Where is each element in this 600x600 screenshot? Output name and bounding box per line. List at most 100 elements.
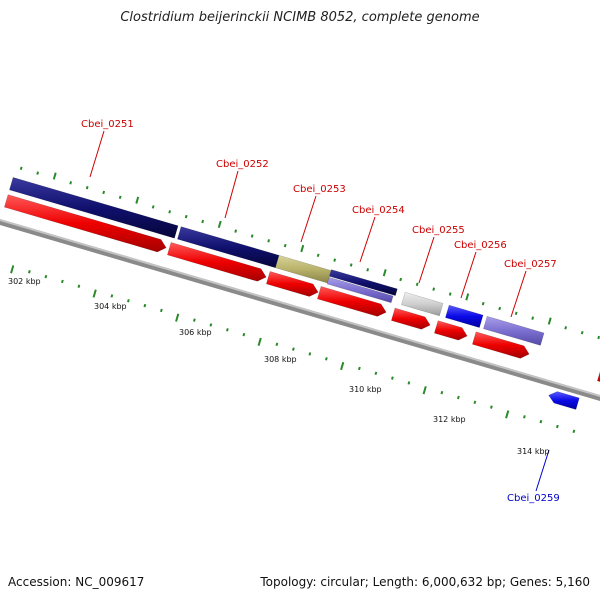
gene-label-cbei-0255[interactable]: Cbei_0255	[412, 225, 465, 236]
leader-cbei-0251	[89, 130, 105, 178]
outer-tick	[19, 166, 23, 171]
inner-tick	[358, 366, 361, 371]
scale-label-302: 302 kbp	[8, 277, 41, 286]
inner-tick	[160, 308, 163, 313]
inner-tick	[539, 419, 543, 424]
leader-cbei-0254	[359, 216, 376, 263]
outer-tick	[547, 317, 552, 325]
outer-tick	[481, 301, 485, 306]
outer-tick	[333, 258, 337, 262]
leader-cbei-0256	[460, 251, 477, 299]
inner-tick	[10, 265, 15, 274]
outer-tick	[184, 214, 188, 219]
gene-label-cbei-0252[interactable]: Cbei_0252	[216, 159, 269, 170]
scale-label-308: 308 kbp	[264, 355, 297, 364]
outer-tick	[52, 172, 57, 180]
gene-label-cbei-0254[interactable]: Cbei_0254	[352, 205, 405, 216]
inner-tick	[275, 342, 279, 347]
inner-tick	[457, 395, 460, 400]
outer-tick	[531, 316, 535, 320]
inner-tick	[143, 303, 147, 308]
outer-tick	[382, 269, 387, 277]
inner-tick	[77, 284, 81, 288]
outer-tick	[465, 293, 470, 301]
cds-arrow-8[interactable]	[597, 368, 600, 383]
inner-tick	[61, 279, 64, 284]
gene-cbei-0251[interactable]	[9, 177, 179, 239]
outer-tick	[135, 196, 140, 204]
leader-cbei-0252	[224, 170, 239, 219]
outer-tick	[366, 268, 370, 272]
inner-tick	[28, 270, 31, 274]
gene-cbei-0254b[interactable]	[326, 276, 394, 304]
gene-label-cbei-0259[interactable]: Cbei_0259	[507, 493, 560, 504]
inner-tick	[556, 424, 559, 429]
outer-tick	[432, 287, 436, 291]
inner-tick	[127, 299, 130, 303]
inner-tick	[523, 415, 526, 419]
scale-label-306: 306 kbp	[179, 328, 212, 337]
gene-cbei-0256[interactable]	[445, 304, 484, 328]
inner-tick	[209, 323, 213, 327]
gene-label-cbei-0256[interactable]: Cbei_0256	[454, 240, 507, 251]
outer-tick	[267, 239, 271, 243]
outer-tick	[300, 244, 305, 253]
gene-cbei-0257[interactable]	[483, 315, 545, 346]
outer-tick	[349, 263, 353, 267]
outer-tick	[564, 326, 568, 330]
cds-arrow-5[interactable]	[391, 307, 431, 330]
cds-arrow-2[interactable]	[167, 242, 267, 282]
outer-tick	[316, 253, 320, 258]
outer-tick	[250, 234, 254, 238]
outer-tick	[168, 210, 172, 214]
scale-labels: 302 kbp 304 kbp 306 kbp 308 kbp 310 kbp …	[8, 277, 550, 456]
tick-marks	[10, 166, 600, 434]
inner-tick	[422, 386, 427, 395]
accession-text: Accession: NC_009617	[8, 575, 145, 589]
inner-tick	[257, 337, 262, 346]
inner-tick	[308, 352, 312, 356]
gene-label-cbei-0257[interactable]: Cbei_0257	[504, 259, 557, 270]
outer-tick	[118, 195, 122, 200]
gene-label-cbei-0251[interactable]: Cbei_0251	[81, 119, 134, 130]
inner-tick	[193, 318, 196, 322]
outer-tick	[36, 171, 40, 175]
inner-tick	[340, 361, 345, 371]
inner-tick	[226, 328, 229, 332]
scale-label-310: 310 kbp	[349, 385, 382, 394]
scale-label-314: 314 kbp	[517, 447, 550, 456]
gene-cbei-0255[interactable]	[401, 291, 444, 317]
gene-labels: Cbei_0251 Cbei_0252 Cbei_0253 Cbei_0254 …	[81, 119, 560, 504]
label-leaders	[89, 130, 550, 492]
gene-cbei-0254[interactable]	[329, 269, 398, 296]
inner-tick	[325, 357, 328, 361]
map-title: Clostridium beijerinckii NCIMB 8052, com…	[120, 10, 480, 25]
cds-arrow-1[interactable]	[4, 194, 167, 253]
cds-arrow-4[interactable]	[317, 286, 387, 317]
inner-tick	[473, 400, 477, 405]
outer-tick	[201, 219, 205, 224]
outer-tick	[234, 229, 238, 233]
inner-tick	[490, 405, 493, 409]
inner-tick	[374, 371, 378, 376]
inner-tick	[175, 313, 180, 322]
inner-tick	[572, 429, 576, 434]
cds-arrow-3[interactable]	[266, 271, 319, 297]
cds-arrow-6[interactable]	[434, 320, 468, 341]
cds-arrow-7[interactable]	[472, 331, 530, 359]
outer-tick	[448, 292, 452, 296]
leader-cbei-0255	[418, 236, 435, 284]
gene-features	[4, 177, 600, 410]
inner-tick	[407, 381, 411, 385]
outer-tick	[151, 205, 155, 209]
outer-tick	[217, 220, 222, 229]
outer-tick	[514, 311, 518, 316]
inner-tick	[440, 390, 444, 395]
gene-cbei-0259[interactable]	[548, 391, 580, 410]
inner-tick	[505, 410, 510, 419]
outer-tick	[580, 330, 584, 335]
scale-label-312: 312 kbp	[433, 415, 466, 424]
genome-backbone	[0, 219, 600, 401]
gene-label-cbei-0253[interactable]: Cbei_0253	[293, 184, 346, 195]
